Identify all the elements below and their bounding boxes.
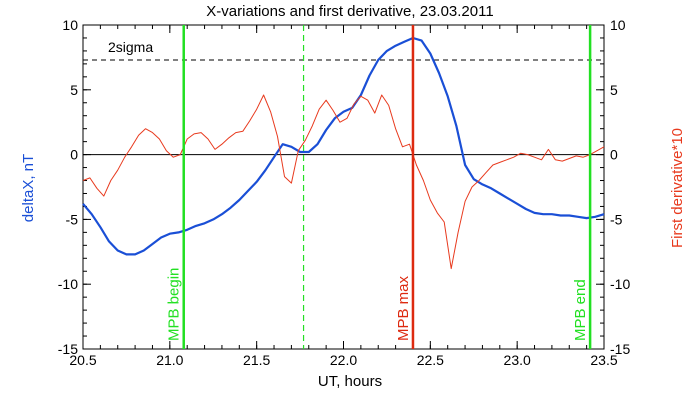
y-tick-label-right: 0 <box>610 147 618 163</box>
y-tick-label-right: -15 <box>610 341 630 357</box>
plot-frame <box>82 24 605 350</box>
series-line-derivative <box>82 94 605 270</box>
y-tick-label-right: 5 <box>610 82 618 98</box>
x-tick-label: 22.5 <box>417 352 444 368</box>
y-tick-label-left: -5 <box>66 211 79 227</box>
chart-title: X-variations and first derivative, 23.03… <box>206 3 493 20</box>
x-tick-label: 23.5 <box>590 352 617 368</box>
x-tick-label: 20.5 <box>69 352 96 368</box>
y-tick-label-left: 5 <box>70 82 78 98</box>
right-axis-title: First derivative*10 <box>669 128 686 248</box>
x-tick-label: 21.0 <box>156 352 183 368</box>
y-tick-label-left: -15 <box>58 341 78 357</box>
x-axis-title: UT, hours <box>318 373 382 390</box>
marker-label-2: MPB end <box>572 279 589 341</box>
y-tick-label-right: -10 <box>610 276 630 292</box>
x-tick-label: 21.5 <box>243 352 270 368</box>
marker-label-1: MPB max <box>395 275 412 341</box>
threshold-label: 2sigma <box>108 39 153 55</box>
y-tick-label-left: 10 <box>62 17 78 33</box>
y-tick-label-right: 10 <box>610 17 626 33</box>
x-tick-label: 22.0 <box>330 352 357 368</box>
left-axis-title: deltaX, nT <box>20 154 37 222</box>
marker-label-0: MPB begin <box>166 268 183 341</box>
y-tick-label-left: 0 <box>70 147 78 163</box>
y-tick-label-left: -10 <box>58 276 78 292</box>
y-tick-label-right: -5 <box>610 211 623 227</box>
series-line-deltaX <box>82 36 605 256</box>
x-tick-label: 23.0 <box>504 352 531 368</box>
